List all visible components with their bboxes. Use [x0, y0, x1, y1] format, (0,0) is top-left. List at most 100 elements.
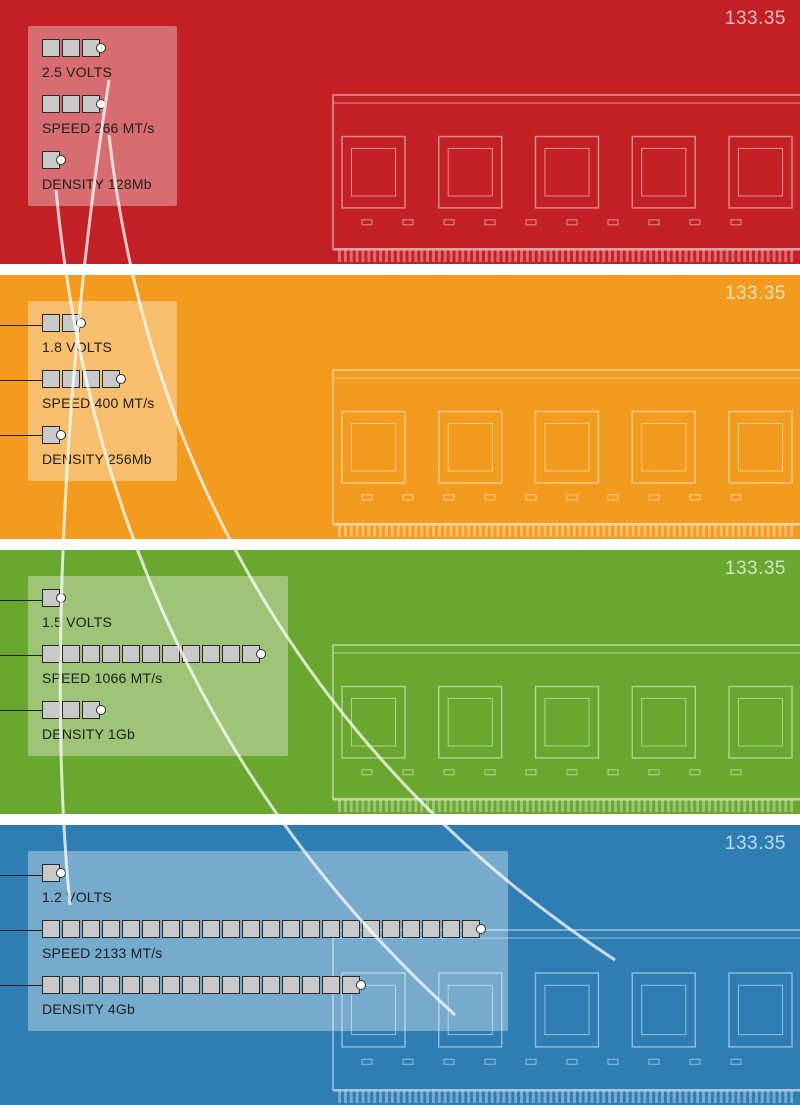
- metric-density: DENSITY 4Gb: [42, 975, 486, 1017]
- value-box: [62, 39, 80, 57]
- spec-panel: 1.2 VOLTS SPEED 2133 MT/s DENSITY 4Gb: [28, 851, 508, 1031]
- value-box: [42, 314, 60, 332]
- value-dot: [476, 924, 486, 934]
- band-ddr1: 133.35 2.5 VOLTSSPEED 266 MT/sDENSITY 12…: [0, 0, 800, 264]
- value-dot: [96, 705, 106, 715]
- value-box: [42, 370, 60, 388]
- spec-panel: 2.5 VOLTSSPEED 266 MT/sDENSITY 128Mb: [28, 26, 177, 206]
- metric-boxes: [42, 150, 155, 170]
- dimension-label: 133.35: [725, 558, 786, 580]
- value-box: [142, 976, 160, 994]
- value-dot: [56, 593, 66, 603]
- dimension-label: 133.35: [725, 833, 786, 855]
- value-box: [62, 645, 80, 663]
- value-box: [162, 920, 180, 938]
- metric-label: SPEED 2133 MT/s: [42, 945, 486, 961]
- value-box: [42, 645, 60, 663]
- value-dot: [56, 155, 66, 165]
- value-box: [222, 976, 240, 994]
- connector-line: [0, 875, 42, 876]
- value-box: [242, 920, 260, 938]
- dimension-label: 133.35: [725, 283, 786, 305]
- metric-density: DENSITY 1Gb: [42, 700, 266, 742]
- metric-speed: SPEED 2133 MT/s: [42, 919, 486, 961]
- connector-line: [0, 325, 42, 326]
- value-box: [102, 920, 120, 938]
- value-box: [262, 976, 280, 994]
- value-box: [182, 976, 200, 994]
- spec-panel: 1.8 VOLTS SPEED 400 MT/s DENSITY 256Mb: [28, 301, 177, 481]
- value-box: [42, 920, 60, 938]
- metric-label: DENSITY 256Mb: [42, 451, 155, 467]
- value-box: [282, 976, 300, 994]
- value-box: [162, 645, 180, 663]
- metric-boxes: [42, 313, 155, 333]
- metric-density: DENSITY 256Mb: [42, 425, 155, 467]
- memory-module-icon: [332, 644, 800, 814]
- value-box: [242, 976, 260, 994]
- connector-line: [0, 710, 42, 711]
- value-box: [262, 920, 280, 938]
- metric-boxes: [42, 975, 486, 995]
- value-box: [122, 645, 140, 663]
- metric-boxes: [42, 369, 155, 389]
- value-box: [442, 920, 460, 938]
- value-box: [62, 920, 80, 938]
- connector-line: [0, 600, 42, 601]
- value-box: [342, 920, 360, 938]
- value-box: [82, 645, 100, 663]
- memory-module-icon: [332, 94, 800, 264]
- value-box: [322, 976, 340, 994]
- value-box: [202, 920, 220, 938]
- value-box: [182, 645, 200, 663]
- value-box: [142, 920, 160, 938]
- value-box: [202, 976, 220, 994]
- metric-label: DENSITY 1Gb: [42, 726, 266, 742]
- value-dot: [356, 980, 366, 990]
- value-dot: [56, 868, 66, 878]
- metric-volts: 1.8 VOLTS: [42, 313, 155, 355]
- spec-panel: 1.5 VOLTSSPEED 1066 MT/sDENSITY 1Gb: [28, 576, 288, 756]
- metric-boxes: [42, 38, 155, 58]
- metric-boxes: [42, 919, 486, 939]
- value-box: [422, 920, 440, 938]
- metric-speed: SPEED 266 MT/s: [42, 94, 155, 136]
- band-ddr3: 133.35 1.5 VOLTSSPEED 1066 MT/sDENSITY 1…: [0, 550, 800, 814]
- metric-volts: 1.2 VOLTS: [42, 863, 486, 905]
- value-box: [222, 645, 240, 663]
- metric-volts: 2.5 VOLTS: [42, 38, 155, 80]
- value-dot: [116, 374, 126, 384]
- metric-label: DENSITY 4Gb: [42, 1001, 486, 1017]
- value-box: [102, 976, 120, 994]
- value-dot: [96, 99, 106, 109]
- value-box: [122, 976, 140, 994]
- value-box: [302, 920, 320, 938]
- value-box: [62, 95, 80, 113]
- value-box: [222, 920, 240, 938]
- metric-label: 1.2 VOLTS: [42, 889, 486, 905]
- value-box: [382, 920, 400, 938]
- band-ddr2: 133.35 1.8 VOLTS SPEED 400 MT/s DENSITY 25…: [0, 275, 800, 539]
- metric-label: 2.5 VOLTS: [42, 64, 155, 80]
- connector-line: [0, 380, 42, 381]
- band-ddr4: 133.35 1.2 VOLTS SPEED 2133 MT/s DENSITY 4…: [0, 825, 800, 1105]
- value-box: [62, 701, 80, 719]
- value-box: [82, 370, 100, 388]
- value-box: [142, 645, 160, 663]
- metric-label: SPEED 266 MT/s: [42, 120, 155, 136]
- metric-boxes: [42, 425, 155, 445]
- value-box: [202, 645, 220, 663]
- metric-boxes: [42, 863, 486, 883]
- value-box: [302, 976, 320, 994]
- metric-boxes: [42, 644, 266, 664]
- value-box: [182, 920, 200, 938]
- stage: 133.35 2.5 VOLTSSPEED 266 MT/sDENSITY 12…: [0, 0, 800, 1105]
- value-box: [42, 701, 60, 719]
- metric-label: SPEED 1066 MT/s: [42, 670, 266, 686]
- value-box: [42, 976, 60, 994]
- value-box: [82, 920, 100, 938]
- dimension-label: 133.35: [725, 8, 786, 30]
- value-dot: [56, 430, 66, 440]
- metric-boxes: [42, 700, 266, 720]
- metric-speed: SPEED 400 MT/s: [42, 369, 155, 411]
